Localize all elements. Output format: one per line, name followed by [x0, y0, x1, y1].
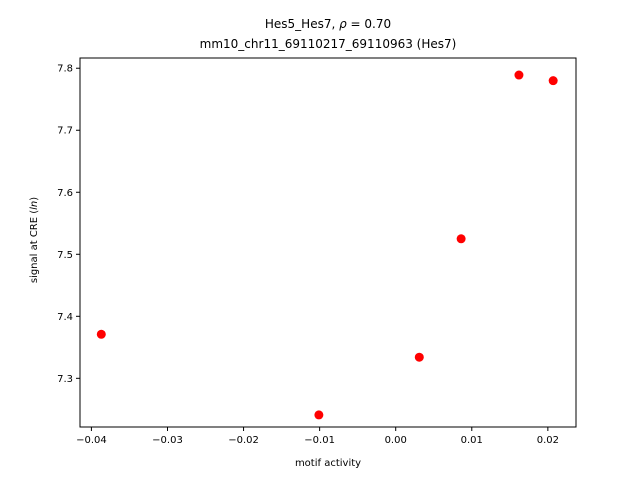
- x-tick-label-2: −0.03: [152, 435, 183, 446]
- ylabel-italic: ln: [29, 201, 40, 210]
- x-axis-label: motif activity: [295, 458, 361, 469]
- y-tick-label-1: 7.3: [57, 374, 73, 385]
- data-point-2: [314, 410, 324, 420]
- x-tick-label-4: −0.01: [304, 435, 335, 446]
- ylabel-prefix: signal at CRE (: [29, 210, 40, 283]
- chart-title-line1: Hes5_Hes7, ρ = 0.70: [265, 17, 391, 31]
- y-tick-label-2: 7.4: [57, 312, 73, 323]
- y-axis-label: signal at CRE (ln): [29, 197, 40, 283]
- axes-frame: [79, 57, 577, 428]
- data-point-4: [456, 234, 466, 244]
- title-suffix: = 0.70: [347, 17, 391, 31]
- rho-symbol: ρ: [339, 17, 347, 31]
- y-tick-label-5: 7.7: [57, 126, 73, 137]
- y-tick-label-3: 7.5: [57, 250, 73, 261]
- data-point-6: [548, 76, 558, 86]
- ylabel-suffix: ): [29, 197, 40, 201]
- plot-area: −0.04 −0.03 −0.02 −0.01 0.00 0.01 0.02 7.3 7.4 7.…: [57, 57, 577, 446]
- x-tick-label-1: −0.04: [76, 435, 107, 446]
- data-point-5: [514, 70, 524, 80]
- x-tick-label-3: −0.02: [228, 435, 259, 446]
- x-tick-label-5: 0.00: [385, 435, 407, 446]
- data-point-3: [414, 352, 424, 362]
- x-tick-label-7: 0.02: [537, 435, 559, 446]
- data-point-1: [96, 329, 106, 339]
- y-tick-label-4: 7.6: [57, 188, 73, 199]
- title-prefix: Hes5_Hes7,: [265, 17, 339, 31]
- y-tick-label-6: 7.8: [57, 64, 73, 75]
- chart-title-line2: mm10_chr11_69110217_69110963 (Hes7): [200, 37, 457, 51]
- x-tick-label-6: 0.01: [461, 435, 483, 446]
